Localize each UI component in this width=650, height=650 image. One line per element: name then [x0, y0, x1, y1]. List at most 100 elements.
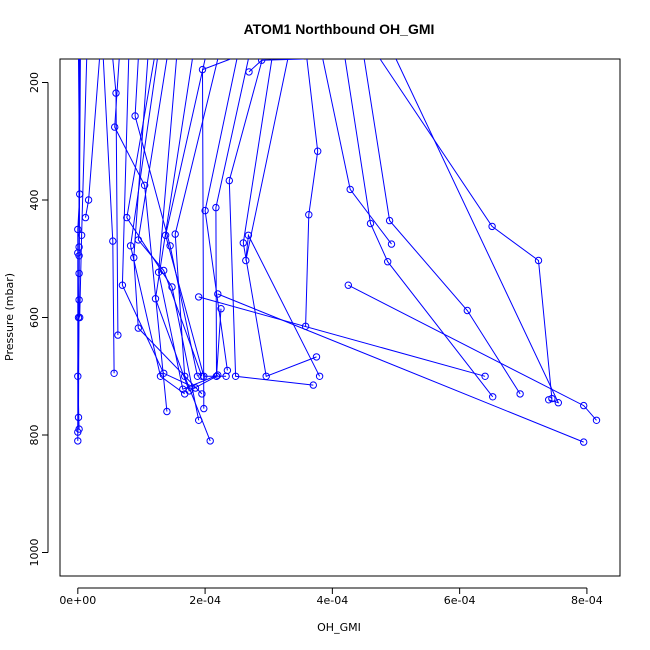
data-point: [554, 399, 562, 407]
series-line-17: [158, 59, 218, 390]
series-line-36: [198, 296, 486, 377]
data-point: [548, 394, 556, 403]
data-point: [223, 366, 232, 375]
data-point: [384, 258, 392, 266]
data-point: [489, 393, 497, 401]
series-line-27: [248, 59, 304, 73]
data-point: [592, 416, 601, 424]
data-point: [118, 281, 127, 289]
chart-title: ATOM1 Northbound OH_GMI: [244, 21, 435, 37]
data-point: [534, 256, 543, 265]
data-point: [516, 390, 524, 398]
series-line-14: [126, 59, 200, 421]
data-point: [74, 372, 82, 380]
data-point: [74, 225, 82, 234]
series-line-6: [79, 59, 88, 318]
data-point: [346, 185, 354, 194]
data-point: [195, 293, 203, 301]
series-line-29: [322, 59, 392, 245]
data-point: [344, 281, 352, 289]
series-line-5: [78, 59, 81, 418]
series-line-9: [112, 59, 119, 336]
data-point: [244, 231, 253, 240]
data-point: [134, 324, 143, 332]
series-line-28: [305, 59, 319, 327]
data-point: [76, 313, 84, 322]
data-point: [171, 230, 179, 238]
x-axis-label: OH_GMI: [317, 621, 361, 634]
data-point: [151, 295, 160, 303]
series-line-15: [130, 59, 185, 395]
data-point: [258, 59, 266, 64]
data-point: [201, 206, 209, 215]
data-point: [580, 401, 588, 410]
data-point: [385, 216, 394, 225]
y-tick-label: 800: [28, 425, 41, 446]
y-axis-label: Pressure (mbar): [3, 273, 16, 361]
series-line-22: [204, 59, 238, 371]
data-point: [156, 372, 165, 380]
y-tick-label: 200: [28, 72, 41, 93]
x-tick-label: 2e-04: [189, 594, 221, 607]
series-line-25: [242, 59, 317, 377]
data-point: [74, 437, 82, 445]
data-point: [463, 306, 471, 315]
data-point: [77, 231, 86, 240]
data-point: [200, 404, 208, 413]
series-line-24: [228, 59, 314, 386]
series-line-12: [134, 59, 198, 377]
x-tick-label: 4e-04: [316, 594, 348, 607]
data-point: [74, 428, 82, 436]
series-line-11: [121, 59, 196, 389]
data-point: [161, 231, 170, 240]
data-point: [131, 112, 139, 120]
data-point: [198, 390, 206, 398]
data-point: [134, 236, 143, 244]
data-point: [140, 181, 149, 190]
series-line-20: [174, 59, 219, 442]
data-point: [231, 372, 240, 380]
plot-area: [74, 59, 601, 446]
series-line-19: [165, 59, 227, 377]
series-line-13: [133, 59, 203, 395]
series-line-8: [102, 59, 115, 374]
data-point: [242, 256, 250, 265]
series-line-34: [348, 284, 597, 421]
data-point: [206, 437, 214, 445]
data-point: [314, 147, 322, 155]
data-point: [305, 211, 313, 219]
data-point: [239, 239, 248, 247]
data-point: [126, 242, 135, 250]
series-line-32: [379, 59, 553, 399]
data-point: [160, 266, 168, 275]
data-point: [75, 252, 83, 260]
data-point: [245, 68, 253, 76]
x-tick-label: 0e+00: [59, 594, 96, 607]
data-point: [481, 372, 489, 380]
series-line-30: [344, 59, 494, 398]
data-point: [166, 242, 174, 250]
y-tick-label: 400: [28, 190, 41, 211]
data-point: [387, 240, 396, 248]
data-point: [110, 369, 118, 377]
data-point: [262, 372, 270, 380]
axes: 0e+00 2e-04 4e-04 6e-04 8e-04 200 400 600 800 100…: [28, 72, 603, 607]
series-line-31: [363, 59, 521, 395]
y-tick-label: 1000: [28, 539, 41, 567]
data-point: [309, 381, 317, 389]
data-point: [488, 222, 496, 231]
series-line-18: [154, 59, 217, 392]
y-tick-label: 600: [28, 307, 41, 328]
data-point: [123, 213, 131, 222]
x-tick-label: 8e-04: [571, 594, 603, 607]
data-point: [580, 438, 588, 446]
series-line-26: [245, 59, 321, 377]
series-line-21: [201, 59, 231, 409]
data-point: [214, 371, 222, 379]
data-point: [312, 353, 321, 361]
data-point: [214, 290, 222, 298]
data-point: [315, 372, 324, 380]
data-point: [545, 396, 553, 404]
data-point: [81, 213, 90, 222]
